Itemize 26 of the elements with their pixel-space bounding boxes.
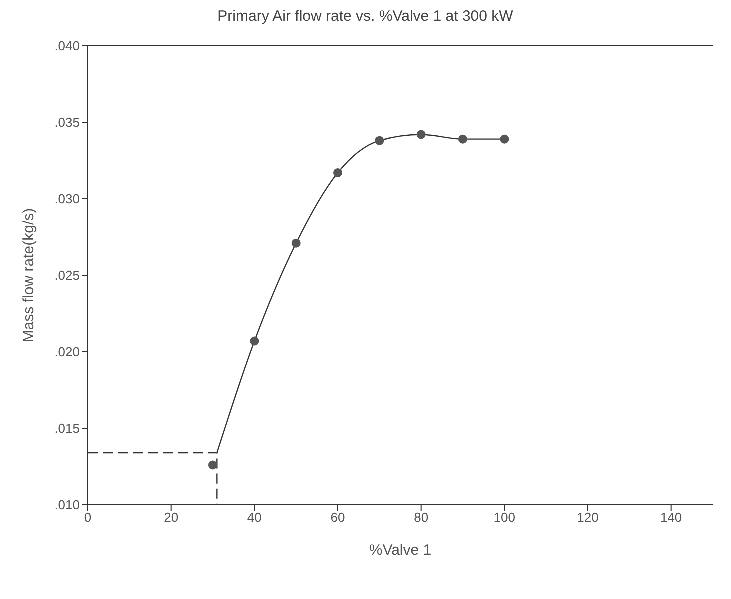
y-tick-label: .040 <box>54 38 80 54</box>
x-tick-label: 80 <box>414 510 429 526</box>
x-tick-label: 60 <box>330 510 346 526</box>
point <box>250 336 260 346</box>
point <box>208 460 218 470</box>
point <box>292 238 301 248</box>
point <box>333 168 343 178</box>
y-tick-label: .035 <box>54 115 80 130</box>
point <box>458 134 468 144</box>
point <box>375 136 384 146</box>
x-axis-title: %Valve 1 <box>369 542 432 559</box>
chart-title: Primary Air flow rate vs. %Valve 1 at 300 kW <box>216 8 514 25</box>
x-tick-label: 100 <box>494 510 516 526</box>
y-tick-label: .020 <box>54 344 80 360</box>
y-axis-title: Mass flow rate(kg/s) <box>20 208 38 343</box>
x-tick-label: 40 <box>247 510 262 526</box>
y-tick-label: .010 <box>54 498 80 513</box>
y-tick-label: .025 <box>54 268 80 284</box>
x-tick-label: 140 <box>660 510 682 526</box>
x-tick-label: 120 <box>577 510 599 526</box>
x-tick-label: 20 <box>164 510 179 526</box>
y-tick-label: .015 <box>54 421 80 436</box>
point <box>416 130 426 140</box>
y-tick-label: .030 <box>54 192 80 207</box>
point <box>500 134 510 144</box>
x-tick-label: 0 <box>84 510 92 526</box>
